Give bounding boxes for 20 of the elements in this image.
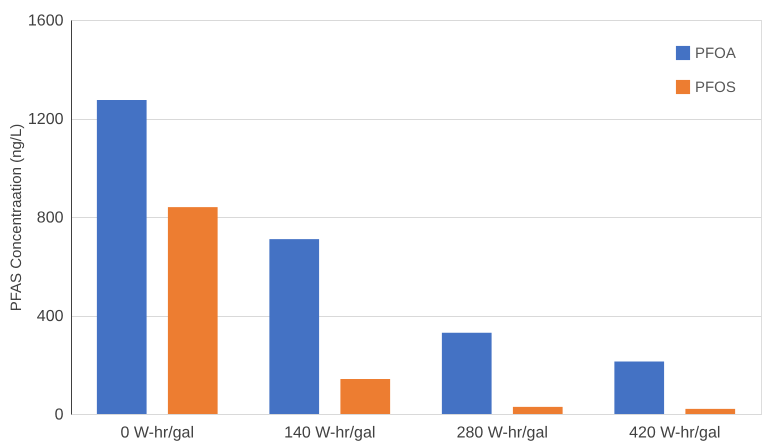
x-tick-label: 0 W-hr/gal	[120, 424, 194, 442]
bar	[168, 207, 218, 414]
y-axis-title: PFAS Concentraation (ng/L)	[8, 124, 25, 312]
bar	[442, 332, 492, 414]
legend-label: PFOS	[695, 79, 736, 96]
y-tick-label: 800	[36, 210, 64, 226]
bar	[96, 100, 147, 414]
bar	[614, 362, 664, 414]
y-tick-label: 1600	[28, 12, 64, 30]
y-tick-label: 1200	[28, 111, 64, 128]
legend-label: PFOA	[695, 45, 736, 62]
bar	[512, 406, 563, 414]
bar	[685, 408, 736, 414]
x-tick-label: 420 W-hr/gal	[629, 424, 720, 442]
bar	[269, 239, 320, 414]
bar	[340, 379, 390, 414]
x-tick-label: 140 W-hr/gal	[284, 424, 376, 442]
y-tick-label: 0	[54, 406, 64, 424]
x-tick-label: 280 W-hr/gal	[456, 424, 548, 442]
y-tick-label: 400	[36, 308, 64, 325]
